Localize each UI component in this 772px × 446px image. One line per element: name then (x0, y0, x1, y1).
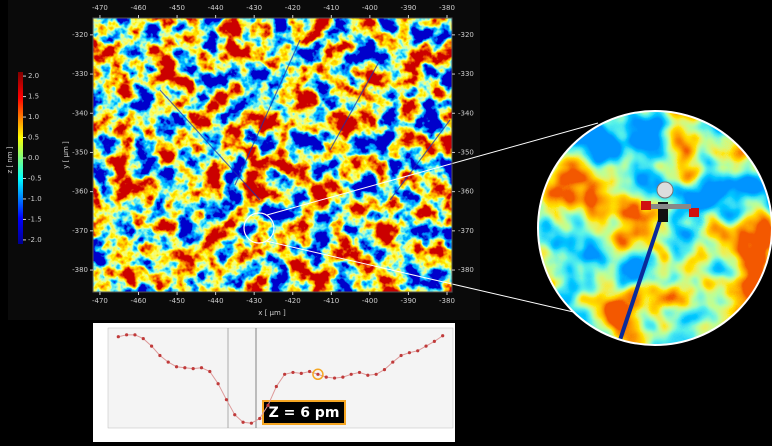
colorbar-tick-label: -1.0 (28, 195, 42, 203)
zoom-view (538, 111, 772, 345)
colorbar-tick-label: -1.5 (28, 215, 42, 223)
x-tick-label: -430 (246, 4, 262, 12)
y-tick-label: -340 (72, 109, 88, 117)
x-tick-label: -390 (400, 4, 416, 12)
x-tick-label: -450 (169, 297, 185, 305)
x-tick-label: -440 (208, 4, 224, 12)
x-tick-label: -440 (208, 297, 224, 305)
profile-point (141, 336, 145, 341)
profile-point (316, 372, 320, 376)
profile-point (349, 372, 353, 376)
profile-point (332, 376, 337, 380)
profile-point (399, 353, 403, 358)
profile-point (166, 360, 170, 364)
profile-point (174, 365, 179, 369)
profile-point (391, 360, 395, 364)
x-tick-label: -410 (323, 4, 339, 12)
y-tick-label: -380 (72, 266, 88, 274)
profile-point (324, 375, 328, 379)
profile-point (191, 367, 195, 371)
profile-point (116, 335, 120, 339)
x-tick-label: -380 (439, 4, 455, 12)
profile-point (208, 369, 212, 374)
x-tick-label: -380 (439, 297, 455, 305)
profile-point (441, 334, 445, 338)
x-axis-label: x [ µm ] (258, 309, 286, 317)
profile-point (183, 366, 187, 370)
plot-frame (92, 17, 453, 293)
profile-point (158, 353, 162, 358)
colorbar-tick-label: -2.0 (28, 236, 42, 244)
profile-point (291, 370, 295, 375)
profile-point (149, 344, 154, 348)
profile-point (216, 382, 220, 386)
y-tick-label: -320 (458, 31, 474, 39)
zoom-frame (537, 110, 772, 346)
y-tick-label: -350 (458, 148, 474, 156)
profile-point (357, 370, 362, 375)
profile-line (118, 334, 443, 424)
colorbar-tick-label: -0.5 (28, 174, 42, 182)
scratches (159, 39, 451, 201)
x-tick-label: -390 (400, 297, 416, 305)
y-tick-label: -350 (72, 148, 88, 156)
profile-point (233, 413, 237, 417)
profile-point (241, 420, 245, 424)
y-tick-label: -360 (72, 188, 88, 196)
y-tick-label: -370 (72, 227, 88, 235)
profile-point (432, 339, 436, 343)
x-tick-label: -400 (362, 4, 378, 12)
x-tick-label: -450 (169, 4, 185, 12)
colorbar-tick-label: 0.0 (28, 154, 39, 162)
profile-point (133, 333, 137, 337)
profile-point (341, 375, 345, 379)
profile-point (274, 384, 278, 389)
x-tick-label: -470 (92, 297, 108, 305)
profile-point (308, 369, 312, 374)
profile-point (382, 368, 387, 372)
y-tick-label: -370 (458, 227, 474, 235)
x-tick-label: -400 (362, 297, 378, 305)
profile-point (366, 373, 370, 377)
x-tick-label: -460 (131, 297, 147, 305)
y-axis-label: y [ µm ] (62, 141, 70, 169)
profile-point (258, 416, 262, 421)
colorbar-tick-label: 1.0 (28, 113, 39, 121)
x-tick-label: -420 (285, 297, 301, 305)
zoom-line (266, 122, 599, 216)
y-tick-label: -320 (72, 31, 88, 39)
profile-point (266, 403, 270, 407)
zoom-marker (243, 212, 275, 244)
y-tick-label: -340 (458, 109, 474, 117)
profile-point (283, 372, 287, 376)
heatmap-image (93, 18, 452, 292)
colorbar-label: z [ nm ] (6, 146, 14, 173)
profile-point (125, 333, 129, 337)
colorbar-tick-label: 2.0 (28, 72, 39, 80)
profile-point (199, 366, 204, 370)
profile-point (424, 344, 428, 348)
zoom-line (265, 240, 609, 321)
profile-point (374, 372, 378, 376)
y-tick-label: -360 (458, 188, 474, 196)
y-tick-label: -330 (458, 70, 474, 78)
profile-point (407, 351, 412, 355)
profile-point (224, 398, 229, 402)
x-tick-label: -420 (285, 4, 301, 12)
y-tick-label: -380 (458, 266, 474, 274)
x-tick-label: -410 (323, 297, 339, 305)
colorbar-tick-label: 1.5 (28, 93, 39, 101)
x-tick-label: -430 (246, 297, 262, 305)
colorbar (18, 72, 23, 244)
highlight-ring (312, 368, 324, 381)
colorbar-tick-label: 0.5 (28, 134, 39, 142)
x-tick-label: -470 (92, 4, 108, 12)
profile-point (416, 349, 420, 353)
x-tick-label: -460 (131, 4, 147, 12)
annotation: Z = 6 pm (269, 405, 340, 421)
profile-point (299, 371, 303, 375)
y-tick-label: -330 (72, 70, 88, 78)
profile-point (249, 421, 253, 425)
